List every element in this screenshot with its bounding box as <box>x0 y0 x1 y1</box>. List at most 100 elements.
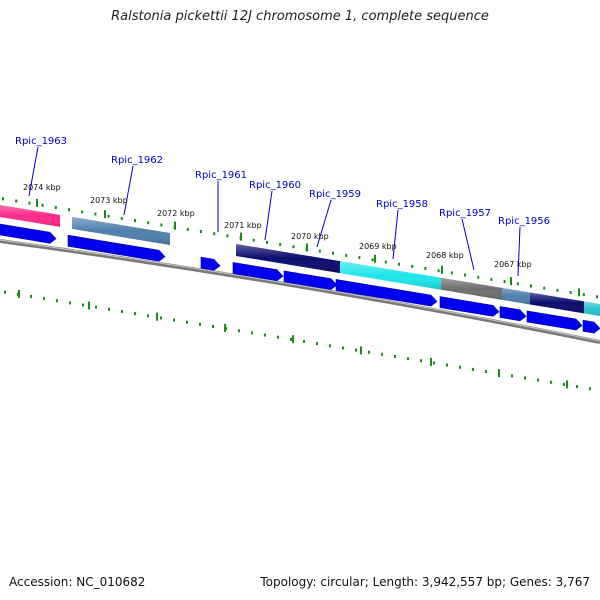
cds-arrow <box>283 270 338 290</box>
ruler-dot <box>524 376 526 380</box>
ruler-major-tick <box>240 232 242 241</box>
ruler-dot <box>69 301 71 305</box>
ruler-major-tick <box>374 254 376 263</box>
ruler-dot <box>82 303 84 307</box>
ruler-dot <box>420 359 422 363</box>
ruler-dot <box>94 212 97 216</box>
cds-arrow <box>335 279 438 307</box>
gene-leader-line <box>28 146 39 197</box>
ruler-dot <box>407 357 409 361</box>
gene-label[interactable]: Rpic_1960 <box>249 180 301 191</box>
gene-label[interactable]: Rpic_1962 <box>111 155 163 166</box>
ruler-dot <box>186 227 189 231</box>
ruler-major-tick <box>430 357 432 366</box>
ruler-dot <box>332 251 334 255</box>
ruler-dot <box>54 206 57 210</box>
cds-arrow <box>200 256 221 271</box>
ruler-dot <box>543 286 546 290</box>
gene-label[interactable]: Rpic_1957 <box>439 208 491 219</box>
ruler-dot <box>121 309 123 313</box>
ruler-dot <box>238 329 240 333</box>
gene-label[interactable]: Rpic_1958 <box>376 199 428 210</box>
cds-arrow <box>582 319 600 334</box>
ruler-dot <box>213 232 216 236</box>
gene-block-shine <box>236 243 340 274</box>
ruler-major-tick <box>292 335 294 344</box>
ruler-dot <box>424 267 427 271</box>
accession-text: Accession: NC_010682 <box>9 575 146 589</box>
ruler-dot <box>355 348 357 352</box>
gene-label[interactable]: Rpic_1961 <box>195 170 247 181</box>
ruler-dot <box>516 282 519 286</box>
ruler-dot <box>4 290 6 294</box>
cds-arrow <box>499 306 527 322</box>
ruler-dot <box>30 294 32 298</box>
outer-ruler-ticks <box>2 197 598 299</box>
ruler-dot <box>252 238 255 242</box>
ruler-dot <box>147 314 149 318</box>
ruler-dot <box>134 219 136 223</box>
cds-arrow <box>232 262 284 282</box>
ruler-dot <box>368 350 370 354</box>
gene-block-shine <box>441 277 502 300</box>
ruler-dot <box>563 382 565 386</box>
gene-leader-line <box>461 218 475 271</box>
ruler-dot <box>160 223 163 227</box>
gene-label[interactable]: Rpic_1956 <box>498 216 550 227</box>
ruler-dot <box>292 245 295 249</box>
ruler-dot <box>576 385 578 389</box>
gene-leader-line <box>264 190 273 241</box>
backbone-line <box>0 239 600 344</box>
ruler-dot <box>303 339 305 343</box>
ruler-dot <box>464 273 466 277</box>
kbp-label: 2067 kbp <box>494 260 532 269</box>
kbp-label: 2068 kbp <box>426 251 464 260</box>
ruler-dot <box>511 374 513 378</box>
ruler-dot <box>15 199 18 203</box>
ruler-dot <box>411 264 414 268</box>
ruler-dot <box>569 290 572 294</box>
backbone-highlight <box>0 239 600 342</box>
ruler-major-tick <box>36 198 38 207</box>
ruler-dot <box>472 367 474 371</box>
cds-track <box>0 223 600 334</box>
ruler-dot <box>459 365 461 369</box>
gene-leader-line <box>123 165 134 216</box>
ruler-major-tick <box>174 221 176 230</box>
ruler-dot <box>56 299 58 303</box>
cds-arrow <box>526 310 583 331</box>
gene-block-shine <box>530 292 584 314</box>
backbone-track <box>0 239 600 344</box>
ruler-dot <box>589 387 591 391</box>
ruler-dot <box>550 380 552 384</box>
ruler-dot <box>582 293 585 297</box>
ruler-dot <box>318 249 321 253</box>
gene-block-shine <box>340 261 441 290</box>
ruler-dot <box>95 305 97 309</box>
gene-block-shine <box>584 301 600 316</box>
ruler-dot <box>433 361 435 365</box>
ruler-dot <box>490 277 493 281</box>
gene-label[interactable]: Rpic_1959 <box>309 189 361 200</box>
map-title: Ralstonia pickettii 12J chromosome 1, co… <box>111 9 489 24</box>
ruler-dot <box>199 322 201 326</box>
ruler-major-tick <box>156 312 158 321</box>
ruler-dot <box>81 210 84 214</box>
ruler-dot <box>226 234 229 238</box>
kbp-label: 2072 kbp <box>157 209 195 218</box>
ruler-dot <box>43 297 45 301</box>
ruler-dot <box>279 243 282 247</box>
ruler-dot <box>437 269 440 273</box>
ruler-dot <box>381 352 383 356</box>
ruler-dot <box>107 214 110 218</box>
kbp-label: 2073 kbp <box>90 196 128 205</box>
gene-label[interactable]: Rpic_1963 <box>15 136 67 147</box>
ruler-dot <box>160 316 162 320</box>
ruler-major-tick <box>498 369 500 378</box>
ruler-dot <box>329 344 331 348</box>
ruler-major-tick <box>566 380 568 389</box>
ruler-dot <box>596 295 598 299</box>
ruler-dot <box>173 318 175 322</box>
